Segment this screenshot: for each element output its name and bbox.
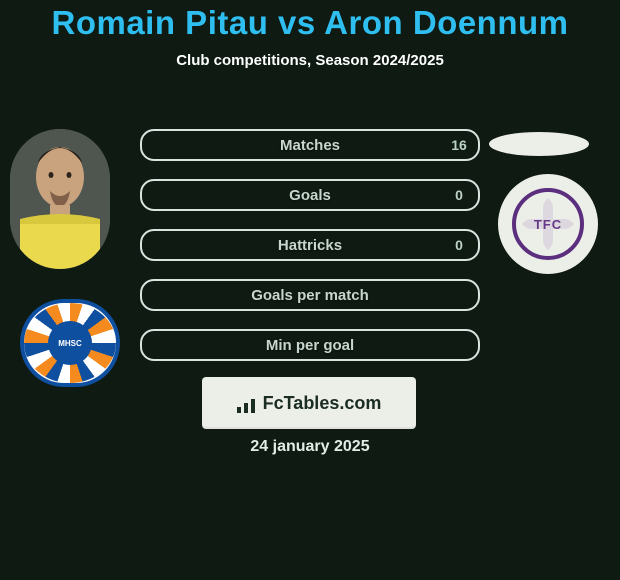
date-text: 24 january 2025 [0, 438, 620, 456]
stat-right-value: 0 [440, 187, 478, 203]
stat-right-value: 16 [440, 137, 478, 153]
stat-row-matches: Matches 16 [140, 129, 480, 161]
stat-label: Matches [180, 137, 440, 154]
stat-row-goals: Goals 0 [140, 179, 480, 211]
stat-label: Goals [180, 187, 440, 204]
bar-chart-icon [237, 393, 257, 413]
brand-text: FcTables.com [263, 393, 382, 414]
stat-rows: Matches 16 Goals 0 Hattricks 0 Goals per… [140, 129, 480, 379]
right-club-badge: TFC [498, 174, 598, 274]
tfc-text: TFC [534, 217, 562, 232]
stat-row-hattricks: Hattricks 0 [140, 229, 480, 261]
left-player-photo [10, 129, 110, 269]
stat-right-value: 0 [440, 237, 478, 253]
stat-label: Hattricks [180, 237, 440, 254]
stat-row-goals-per-match: Goals per match [140, 279, 480, 311]
player-portrait-icon [10, 129, 110, 269]
page-title: Romain Pitau vs Aron Doennum [0, 4, 620, 42]
stat-row-min-per-goal: Min per goal [140, 329, 480, 361]
left-club-badge: MHSC [20, 299, 120, 387]
subtitle: Club competitions, Season 2024/2025 [0, 52, 620, 69]
stat-label: Min per goal [180, 337, 440, 354]
mhsc-center: MHSC [48, 321, 92, 365]
right-ellipse [489, 132, 589, 156]
stat-label: Goals per match [180, 287, 440, 304]
tfc-inner: TFC [512, 188, 584, 260]
brand-box: FcTables.com [202, 377, 416, 429]
